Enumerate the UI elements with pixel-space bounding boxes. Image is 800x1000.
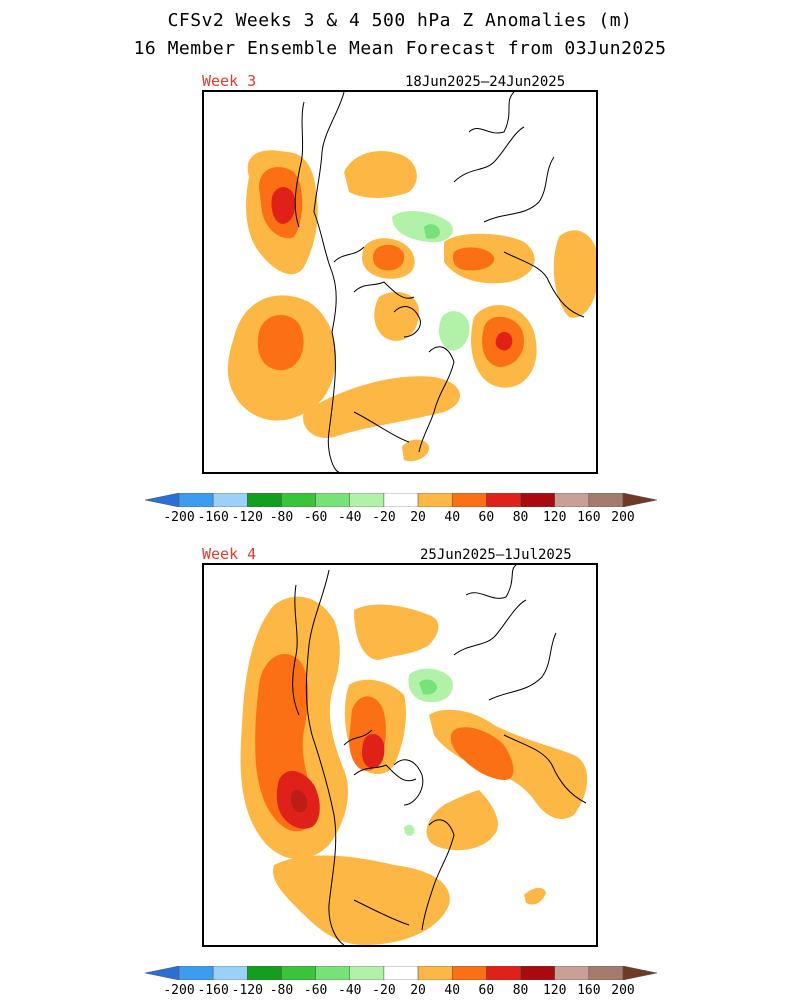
week3-map xyxy=(202,90,598,474)
colorbar-tick-label: -120 xyxy=(231,983,263,998)
colorbar-segment xyxy=(281,493,316,507)
week4-map xyxy=(202,563,598,947)
colorbar-segment xyxy=(383,966,419,980)
week3-colorbar xyxy=(145,493,657,507)
colorbar-segment xyxy=(383,493,419,507)
colorbar-segment xyxy=(417,966,453,980)
colorbar-segment xyxy=(554,966,590,980)
colorbar-segment xyxy=(315,493,351,507)
week3-label: Week 3 xyxy=(202,72,257,90)
week3-colorbar-labels: -200 -160 -120 -80 -60 -40 -20 20 40 60 80 120 160 20… xyxy=(145,510,657,526)
colorbar-segment xyxy=(486,493,521,507)
chart-subtitle: 16 Member Ensemble Mean Forecast from 03… xyxy=(133,38,667,59)
week4-date-range: 25Jun2025—1Jul2025 xyxy=(420,547,572,563)
colorbar-segment xyxy=(281,966,316,980)
colorbar-tick-label: 20 xyxy=(410,510,426,525)
colorbar-tick-label: -80 xyxy=(269,983,294,998)
colorbar-segment xyxy=(451,493,487,507)
colorbar-segment xyxy=(212,966,248,980)
colorbar-segment xyxy=(349,966,385,980)
week4-map-svg xyxy=(240,565,588,945)
colorbar-tick-label: -40 xyxy=(338,983,362,998)
colorbar-segment xyxy=(349,493,385,507)
colorbar-tick-label: -80 xyxy=(269,510,294,525)
colorbar-segment xyxy=(486,966,521,980)
colorbar-segment xyxy=(178,966,214,980)
colorbar-segment xyxy=(247,966,282,980)
colorbar-segment xyxy=(178,493,214,507)
colorbar-segment xyxy=(247,493,282,507)
colorbar-max-arrow xyxy=(622,966,657,980)
colorbar-tick-label: 80 xyxy=(512,510,529,525)
colorbar-segment xyxy=(520,493,555,507)
colorbar-tick-label: -20 xyxy=(372,983,396,998)
colorbar-tick-label: -120 xyxy=(231,510,263,525)
colorbar-tick-label: 40 xyxy=(444,983,461,998)
colorbar-tick-label: -60 xyxy=(303,510,328,525)
colorbar-segment xyxy=(554,493,590,507)
colorbar-tick-label: 20 xyxy=(410,983,426,998)
week3-date-range: 18Jun2025—24Jun2025 xyxy=(405,74,566,90)
colorbar-tick-label: 80 xyxy=(512,983,529,998)
colorbar-tick-label: -160 xyxy=(197,983,229,998)
colorbar-segment xyxy=(520,966,555,980)
week4-label: Week 4 xyxy=(202,545,257,563)
week4-colorbar xyxy=(145,966,657,980)
colorbar-tick-label: -200 xyxy=(163,983,195,998)
colorbar-max-arrow xyxy=(622,493,657,507)
colorbar-segment xyxy=(451,966,487,980)
colorbar-tick-label: -200 xyxy=(163,510,195,525)
colorbar-tick-label: -20 xyxy=(372,510,396,525)
colorbar-tick-label: 160 xyxy=(577,983,601,998)
week3-map-svg xyxy=(227,92,596,472)
colorbar-tick-label: 120 xyxy=(542,510,567,525)
colorbar-segment xyxy=(417,493,453,507)
colorbar-segment xyxy=(588,966,624,980)
colorbar-min-arrow xyxy=(145,966,180,980)
colorbar-tick-label: -160 xyxy=(197,510,229,525)
colorbar-tick-label: 60 xyxy=(478,510,495,525)
colorbar-tick-label: -40 xyxy=(338,510,362,525)
colorbar-segment xyxy=(315,966,351,980)
colorbar-tick-label: 40 xyxy=(444,510,461,525)
colorbar-tick-label: 60 xyxy=(478,983,495,998)
colorbar-tick-label: 120 xyxy=(542,983,567,998)
colorbar-tick-label: 200 xyxy=(611,983,635,998)
colorbar-tick-label: 200 xyxy=(611,510,635,525)
colorbar-tick-label: 160 xyxy=(577,510,601,525)
week4-colorbar-labels: -200 -160 -120 -80 -60 -40 -20 20 40 60 80 120 160 20… xyxy=(145,983,657,999)
colorbar-segment xyxy=(588,493,624,507)
colorbar-tick-label: -60 xyxy=(303,983,328,998)
colorbar-segment xyxy=(212,493,248,507)
colorbar-min-arrow xyxy=(145,493,180,507)
chart-title: CFSv2 Weeks 3 & 4 500 hPa Z Anomalies (m… xyxy=(167,10,633,31)
